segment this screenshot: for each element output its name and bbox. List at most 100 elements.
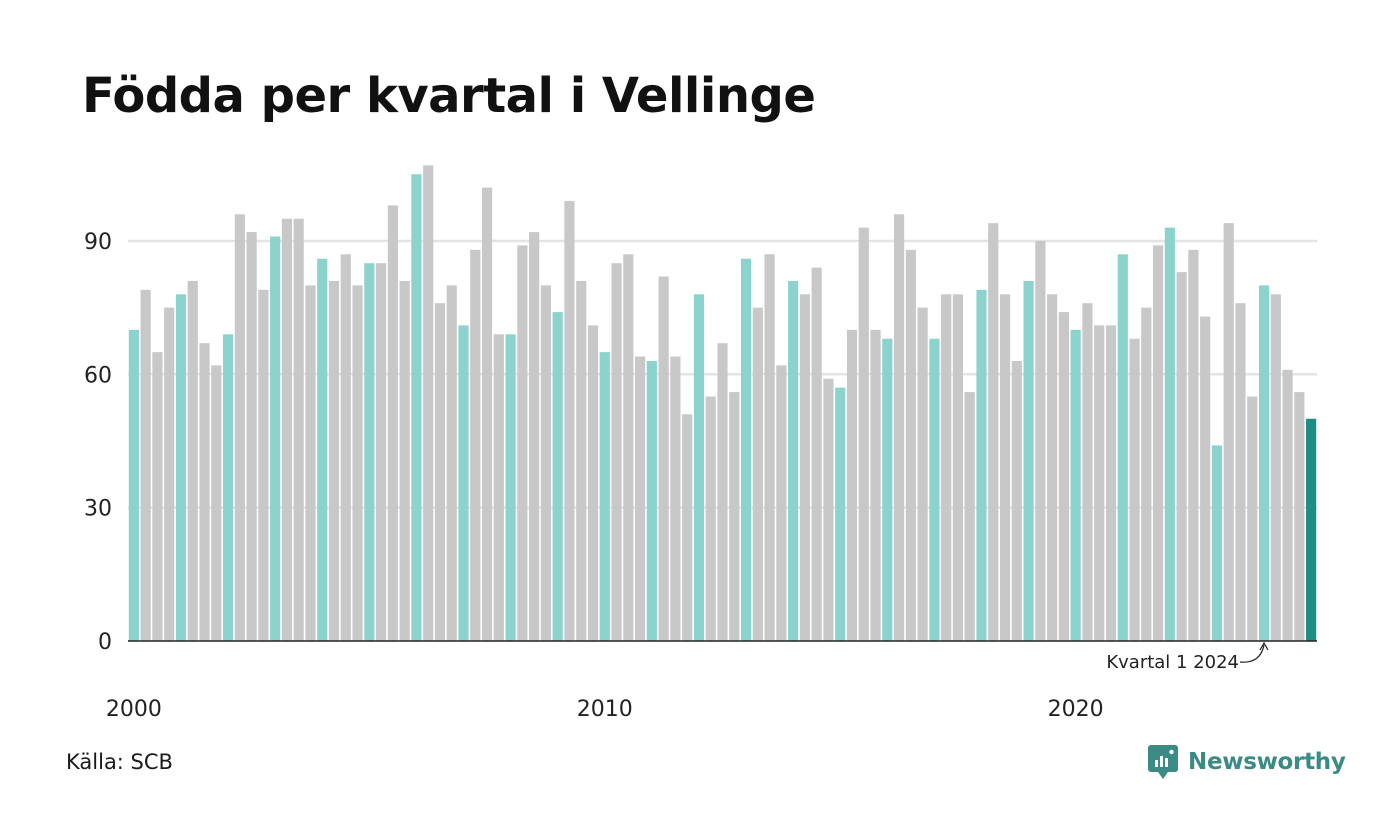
bar: [882, 338, 893, 641]
bar: [587, 325, 599, 641]
bar: [835, 387, 846, 641]
bar: [187, 280, 198, 641]
bar: [458, 325, 469, 641]
bar: [470, 249, 481, 641]
bar: [199, 343, 210, 641]
bar: [352, 285, 363, 641]
bar: [611, 263, 622, 641]
bar: [917, 307, 928, 641]
bar: [517, 245, 528, 641]
x-tick-label: 2000: [106, 697, 162, 722]
bar: [270, 236, 281, 641]
bar: [1152, 245, 1164, 641]
x-tick-label: 2020: [1048, 697, 1104, 722]
newsworthy-logo-icon: [1148, 745, 1178, 779]
bar: [446, 285, 457, 641]
bar: [1282, 369, 1293, 641]
annotation-arrowhead: [1259, 641, 1269, 651]
bar: [552, 312, 563, 641]
axes: 0 30 60 90 2000 2010 2020: [84, 230, 1317, 722]
x-tick-label: 2010: [577, 697, 633, 722]
bar: [670, 356, 681, 641]
bar: [1235, 303, 1246, 641]
bar: [788, 280, 799, 641]
bar: [1011, 360, 1022, 641]
bar: [693, 294, 705, 641]
bar: [976, 289, 987, 641]
bar: [211, 365, 222, 641]
bar: [505, 334, 516, 641]
bar: [364, 263, 375, 641]
bar: [623, 254, 634, 641]
bar: [646, 360, 657, 641]
annotation-arrow: [1239, 644, 1265, 663]
bar: [964, 392, 975, 641]
bar: [658, 276, 669, 641]
bar: [411, 174, 422, 641]
bar: [705, 396, 716, 641]
bar: [1211, 445, 1223, 641]
bar: [635, 356, 646, 641]
y-tick-label: 60: [84, 363, 112, 388]
bar: [1200, 316, 1211, 641]
source-label: Källa: SCB: [66, 750, 173, 774]
bar: [293, 218, 304, 641]
bar: [682, 414, 693, 641]
bar: [811, 267, 822, 641]
bar: [481, 187, 493, 642]
bar-chart: 0 30 60 90 2000 2010 2020 Kvartal 1 2024: [84, 165, 1317, 722]
bar: [1070, 329, 1081, 641]
bar: [1188, 249, 1199, 641]
bar: [564, 200, 575, 641]
bar: [152, 352, 163, 641]
bar: [1105, 325, 1117, 641]
bar: [1306, 418, 1317, 641]
bar: [164, 307, 175, 641]
bar: [1258, 285, 1270, 641]
bar: [305, 285, 316, 641]
brand-logo[interactable]: Newsworthy: [1148, 745, 1346, 779]
bar: [434, 303, 446, 641]
bar: [776, 365, 787, 641]
bar: [140, 289, 151, 641]
bar: [941, 294, 952, 641]
bar: [952, 294, 964, 641]
bar: [376, 263, 387, 641]
annotation-label: Kvartal 1 2024: [1106, 652, 1239, 673]
bar: [540, 285, 552, 641]
bar: [729, 392, 740, 641]
bar: [717, 343, 728, 641]
bar: [858, 227, 869, 642]
bar: [1223, 223, 1234, 642]
bar: [258, 289, 269, 641]
y-tick-label: 90: [84, 230, 112, 255]
y-tick-label: 30: [84, 497, 112, 522]
bar: [399, 280, 410, 641]
bar: [988, 223, 999, 642]
bar: [1294, 392, 1305, 641]
bar: [1023, 280, 1034, 641]
bar: [823, 378, 834, 641]
bar: [740, 258, 752, 641]
bar: [1047, 294, 1058, 641]
y-tick-label: 0: [98, 630, 112, 655]
bar: [870, 329, 881, 641]
bar: [281, 218, 293, 641]
bar: [1058, 312, 1069, 641]
bar: [234, 214, 245, 641]
bar: [387, 205, 398, 641]
bar: [317, 258, 328, 641]
bar: [764, 254, 775, 641]
bar: [752, 307, 763, 641]
bar: [1164, 227, 1175, 642]
bar: [799, 294, 810, 641]
bar: [1117, 254, 1128, 641]
bar: [1270, 294, 1281, 641]
bar: [929, 338, 940, 641]
bar: [493, 334, 504, 641]
bar: [905, 249, 916, 641]
bar: [1094, 325, 1105, 641]
bar: [1082, 303, 1093, 641]
bar: [340, 254, 351, 641]
bar: [1141, 307, 1152, 641]
